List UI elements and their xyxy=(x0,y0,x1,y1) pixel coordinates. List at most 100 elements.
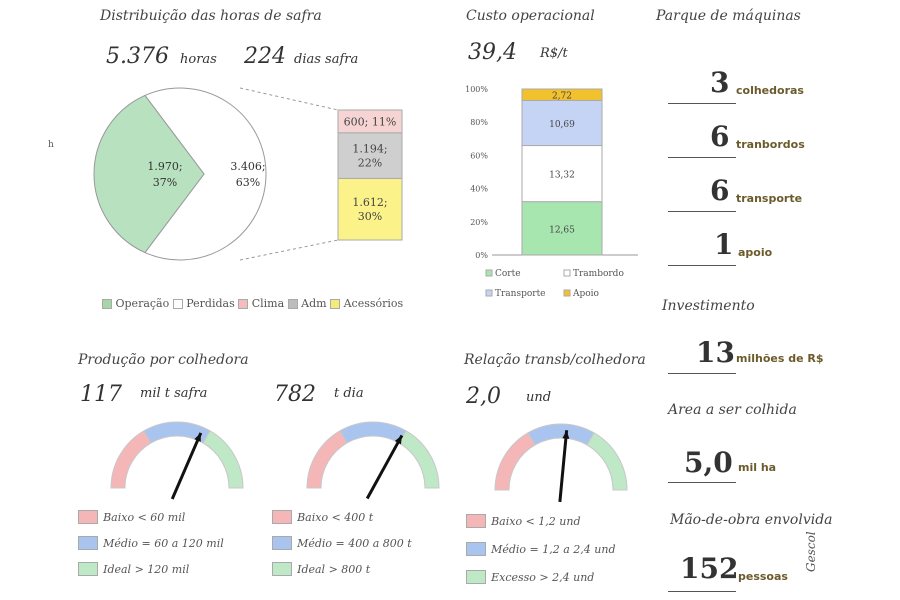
gauge2-legend: Baixo < 400 t Médio = 400 a 800 t Ideal … xyxy=(272,506,412,584)
ytick-label: 100% xyxy=(465,85,488,94)
ratio-unit: und xyxy=(526,390,552,405)
pie-label-perdidas-pct: 63% xyxy=(236,176,260,189)
legend-swatch-operacao xyxy=(102,299,112,309)
pie-chart: 1.970; 37% 3.406; 63% 600; 11% 1.194;22% 1… xyxy=(93,87,403,261)
area-value: 5,0 xyxy=(684,446,733,479)
legend-low-swatch xyxy=(272,509,292,524)
legend-low-swatch xyxy=(78,509,98,524)
cost-legend-swatch xyxy=(563,289,571,297)
machines-tranbordos-value: 6 xyxy=(710,120,730,153)
investment-value: 13 xyxy=(696,336,735,369)
connector-line-top xyxy=(239,87,339,111)
bar-segment-transporte xyxy=(521,99,603,147)
legend-adm: Adm xyxy=(301,297,327,310)
gauge2-unit: t dia xyxy=(334,386,364,401)
gauge2-legend-mid: Médio = 400 a 800 t xyxy=(297,537,412,550)
harvest-hours-value: 5.376 xyxy=(106,44,169,69)
connector-line-bottom xyxy=(239,239,339,261)
gauge-needle xyxy=(170,432,203,500)
gauge1-legend-low: Baixo < 60 mil xyxy=(103,511,186,524)
gauge-needle-head xyxy=(194,432,201,442)
labor-title: Mão-de-obra envolvida xyxy=(670,512,833,528)
harvest-title: Distribuição das horas de safra xyxy=(100,8,322,24)
bar-label-apoio: 2,72 xyxy=(552,92,572,102)
machines-underline-2 xyxy=(668,157,736,158)
gauge2-value: 782 xyxy=(274,382,316,407)
breakdown-segment-2 xyxy=(337,177,403,241)
breakdown-label-0: 600; 11% xyxy=(344,115,397,128)
legend-high-swatch xyxy=(272,561,292,576)
gauge-band xyxy=(306,430,348,489)
investment-underline xyxy=(668,373,736,374)
cost-legend-swatch xyxy=(485,289,493,297)
machines-colhedoras-value: 3 xyxy=(710,66,730,99)
legend-swatch-perdidas xyxy=(172,299,183,309)
pie-legend: Operação Perdidas Clima Adm Acessórios xyxy=(102,297,403,310)
gauge1-value: 117 xyxy=(80,382,122,407)
gauge3-legend: Baixo < 1,2 und Médio = 1,2 a 2,4 und Ex… xyxy=(466,510,616,594)
cost-legend-swatch xyxy=(485,269,493,277)
gauge-production-safra xyxy=(110,421,244,500)
legend-high-swatch xyxy=(466,569,486,584)
machines-transporte-value: 6 xyxy=(710,174,730,207)
gauge-band xyxy=(586,432,628,491)
gauge-band xyxy=(527,423,595,446)
cost-legend-transporte: Transporte xyxy=(495,289,546,299)
gauge-ratio xyxy=(494,423,628,503)
ratio-title: Relação transb/colhedora xyxy=(464,352,646,368)
pie-slice-operacao xyxy=(93,94,205,254)
bar-label-corte: 12,65 xyxy=(549,225,575,235)
labor-unit: pessoas xyxy=(738,570,788,583)
breakdown-label-1: 22% xyxy=(358,157,382,170)
cost-legend-corte: Corte xyxy=(495,269,521,279)
legend-swatch-adm xyxy=(287,299,298,309)
labor-underline xyxy=(668,591,736,592)
investment-unit: milhões de R$ xyxy=(736,352,824,365)
area-unit: mil ha xyxy=(738,461,777,474)
gauge1-legend-high: Ideal > 120 mil xyxy=(103,563,190,576)
gauge-needle-head xyxy=(562,430,570,439)
legend-perdidas: Perdidas xyxy=(186,297,235,310)
area-underline xyxy=(668,482,736,483)
legend-mid-swatch xyxy=(466,541,486,556)
cost-unit: R$/t xyxy=(540,46,568,61)
gauge2-legend-low: Baixo < 400 t xyxy=(297,511,374,524)
harvest-days-value: 224 xyxy=(244,44,286,69)
gauge3-legend-low: Baixo < 1,2 und xyxy=(491,515,581,528)
gauge-band xyxy=(339,421,407,444)
machines-underline-1 xyxy=(668,103,736,104)
legend-mid-swatch xyxy=(78,535,98,550)
legend-swatch-acessorios xyxy=(330,299,341,309)
pie-slice-perdidas xyxy=(144,87,267,261)
gauge1-legend-mid: Médio = 60 a 120 mil xyxy=(103,537,224,550)
pie-label-operacao-pct: 37% xyxy=(153,176,177,189)
breakdown-label-1: 1.194; xyxy=(352,143,387,156)
machines-apoio-value: 1 xyxy=(714,228,734,261)
bar-segment-trambordo xyxy=(521,145,603,203)
gauge3-legend-mid: Médio = 1,2 a 2,4 und xyxy=(491,543,616,556)
cost-legend-trambordo: Trambordo xyxy=(573,269,624,279)
gauge-band xyxy=(202,430,244,489)
machines-colhedoras-unit: colhedoras xyxy=(736,84,804,97)
legend-clima: Clima xyxy=(251,297,285,310)
gauges xyxy=(110,421,628,503)
area-title: Area a ser colhida xyxy=(668,402,797,418)
gauge1-legend: Baixo < 60 mil Médio = 60 a 120 mil Idea… xyxy=(78,506,224,584)
bar-segment-apoio xyxy=(521,88,603,101)
cost-stacked-bar: 100% 80% 60% 40% 20% 0% 12,65 13,32 10,69 2,72 C… xyxy=(465,85,638,299)
machines-underline-3 xyxy=(668,211,736,212)
harvest-days-unit: dias safra xyxy=(294,52,359,67)
gauge-band xyxy=(110,430,152,489)
ytick-label: 60% xyxy=(470,151,488,160)
machines-transporte-unit: transporte xyxy=(736,192,803,205)
gauge-band xyxy=(494,432,536,491)
machines-apoio-unit: apoio xyxy=(738,246,773,259)
production-title: Produção por colhedora xyxy=(78,352,249,368)
legend-acessorios: Acessórios xyxy=(343,297,404,310)
gauge-needle xyxy=(365,434,404,500)
stray-label: h xyxy=(48,140,54,150)
legend-mid-swatch xyxy=(272,535,292,550)
ratio-value: 2,0 xyxy=(466,384,501,409)
bar-segment-corte xyxy=(521,201,603,256)
pie-label-operacao: 1.970; xyxy=(147,160,182,173)
